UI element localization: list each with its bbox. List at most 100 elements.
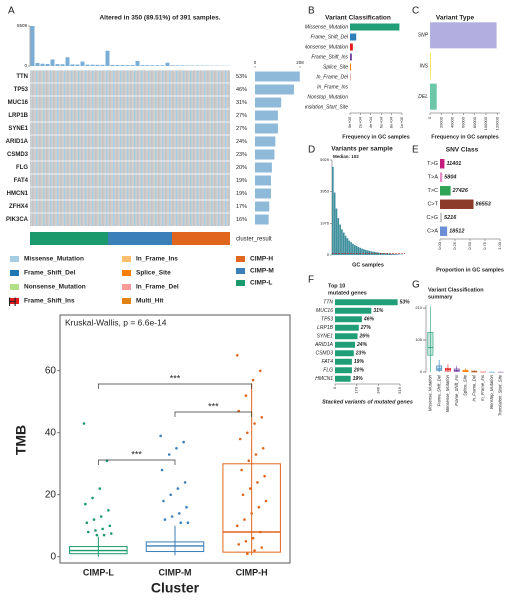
sample-bar — [175, 65, 180, 66]
bar — [394, 254, 396, 255]
value-label: 86553 — [476, 202, 491, 208]
percent-label: 53% — [236, 74, 247, 80]
bar — [392, 253, 394, 255]
significance-bracket — [174, 411, 253, 417]
bar — [350, 33, 357, 41]
data-point — [178, 512, 181, 515]
percent-label: 20% — [236, 165, 247, 171]
chart-title: Altered in 350 (89.51%) of 391 samples. — [99, 15, 220, 22]
sample-bar — [150, 65, 155, 66]
data-point — [98, 487, 102, 490]
bar — [335, 375, 351, 382]
sample-bar — [85, 64, 90, 66]
legend-label: Missense_Mutation — [24, 256, 84, 263]
value-label: 19% — [354, 359, 365, 365]
x-axis-title: Stacked variants of mutated genes — [322, 399, 413, 405]
data-point — [183, 481, 187, 484]
y-tick-label: 20 — [45, 489, 57, 500]
bar — [440, 159, 445, 169]
sample-bar — [160, 65, 165, 66]
data-point — [243, 518, 246, 521]
gene-label: ARID1A — [6, 139, 29, 145]
box — [145, 541, 205, 553]
bar — [335, 307, 372, 314]
category-label: Splice_Site — [323, 64, 348, 70]
legend-label: Splice_Site — [136, 270, 171, 277]
data-point — [102, 533, 106, 537]
bar — [375, 252, 378, 255]
legend-label: CIMP-M — [250, 268, 274, 275]
x-tick-label: 1e+05 — [399, 116, 404, 128]
bar — [353, 245, 356, 255]
panel: Missense_Mutation Frame_Shift_Del Nonsense… — [305, 23, 400, 111]
category-label: C>T — [427, 202, 438, 208]
y-tick-label: 5929 — [320, 157, 330, 162]
sample-bar — [170, 65, 175, 66]
gene-label: LRP1B — [8, 113, 28, 119]
gene-label: SYNE1 — [8, 126, 28, 132]
value-label: 5804 — [444, 175, 456, 181]
category-label: SYNE1 — [317, 334, 334, 340]
value-label: 53% — [400, 300, 411, 306]
bar — [335, 324, 359, 331]
category-label: CSMD3 — [315, 351, 333, 357]
bar — [350, 63, 352, 71]
gene-bar — [255, 162, 272, 173]
data-point — [179, 521, 183, 524]
category-label: T>G — [427, 161, 438, 167]
x-axis-title: Cluster — [151, 580, 200, 596]
legend-swatch — [122, 284, 131, 290]
sample-bar — [45, 63, 50, 66]
chart-title: Variant Classification — [428, 287, 484, 293]
sample-bar — [120, 65, 125, 66]
sample-bar — [125, 65, 130, 66]
bar — [377, 252, 380, 255]
bar — [357, 246, 360, 255]
panel-letter: D — [308, 145, 315, 156]
category-label: TTN — [323, 300, 333, 306]
gene-bar — [255, 175, 272, 186]
bar — [350, 53, 352, 61]
y-tick-label: 5509 — [17, 23, 28, 28]
legend-label: In_Frame_Del — [136, 284, 179, 291]
legend-swatch — [122, 270, 131, 276]
panel-letter: C — [412, 6, 419, 17]
bar — [335, 333, 358, 340]
gene-label: FLG — [16, 165, 28, 171]
bar — [335, 299, 398, 306]
data-point — [84, 502, 87, 506]
gene-bar — [255, 214, 269, 225]
bar — [335, 341, 356, 348]
y-tick-label: 0 — [24, 63, 27, 68]
data-point — [160, 468, 164, 472]
data-point — [170, 515, 174, 518]
box — [222, 463, 281, 553]
data-point — [244, 394, 248, 397]
data-point — [99, 515, 103, 518]
sample-bar — [80, 61, 85, 66]
gene-bar — [255, 97, 282, 108]
category-label: In_Frame_Ins — [317, 84, 348, 90]
data-point — [263, 474, 266, 478]
bar — [381, 253, 383, 255]
bar — [430, 83, 437, 110]
gene-label: CSMD3 — [7, 152, 29, 158]
bar — [388, 253, 391, 255]
significance-label: *** — [208, 401, 219, 411]
y-tick-label: 210 — [415, 305, 422, 310]
cluster-bar — [30, 232, 108, 245]
percent-label: 19% — [236, 178, 247, 184]
legend-label: CIMP-H — [250, 256, 273, 263]
x-tick-label: 40000 — [449, 116, 454, 128]
legend-swatch — [236, 268, 245, 274]
data-point — [237, 543, 241, 546]
x-tick-label: 0.00 — [437, 241, 442, 250]
value-label: 18512 — [449, 229, 464, 235]
legend-label: Frame_Shift_Del — [24, 270, 75, 277]
data-point — [246, 552, 249, 555]
data-point — [260, 546, 264, 549]
y-axis-title: TMB — [13, 425, 29, 455]
category-label: Missense_Mutation — [305, 24, 348, 30]
value-label: 5216 — [444, 215, 457, 221]
bar — [379, 252, 382, 255]
